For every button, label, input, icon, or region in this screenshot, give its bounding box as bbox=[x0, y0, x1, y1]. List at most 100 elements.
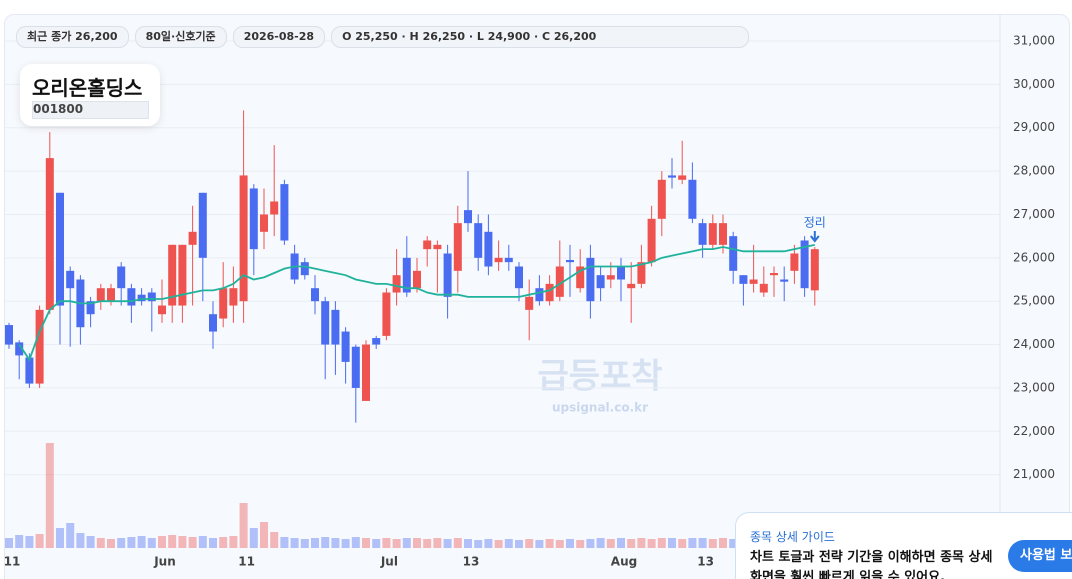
chip: 최근 종가 26,200 bbox=[16, 26, 129, 48]
volume-bar bbox=[576, 540, 585, 548]
guide-title: 종목 상세 가이드 bbox=[750, 530, 835, 544]
volume-bar bbox=[290, 538, 299, 548]
y-tick-label: 25,000 bbox=[1013, 294, 1055, 308]
candle-body bbox=[25, 357, 34, 384]
candle-body bbox=[107, 288, 115, 302]
volume-bar bbox=[586, 539, 595, 548]
candle-body bbox=[168, 244, 177, 306]
candle-body bbox=[627, 283, 636, 289]
candle-body bbox=[759, 283, 768, 293]
volume-bar bbox=[453, 538, 462, 548]
candle-body bbox=[790, 253, 799, 271]
volume-bar bbox=[504, 539, 513, 548]
volume-bar bbox=[545, 539, 554, 548]
candle-body bbox=[5, 325, 13, 345]
y-tick-label: 26,000 bbox=[1013, 250, 1055, 264]
volume-bar bbox=[137, 536, 146, 548]
candle-body bbox=[158, 305, 166, 315]
candle-body bbox=[198, 192, 207, 258]
guide-text: 화면을 훨씬 빠르게 읽을 수 있어요. bbox=[750, 570, 946, 579]
y-tick-label: 31,000 bbox=[1013, 34, 1055, 48]
candle-body bbox=[688, 179, 697, 219]
candle-body bbox=[178, 244, 187, 306]
y-tick-label: 23,000 bbox=[1013, 380, 1055, 394]
volume-bar bbox=[76, 533, 85, 548]
candle-body bbox=[229, 288, 238, 306]
candle-body bbox=[147, 292, 156, 302]
volume-bar bbox=[402, 538, 411, 548]
volume-bar bbox=[617, 538, 625, 548]
watermark-sub: upsignal.co.kr bbox=[552, 401, 648, 415]
volume-bar bbox=[147, 538, 156, 548]
candle-body bbox=[729, 236, 738, 271]
candle-body bbox=[698, 223, 707, 245]
chip: 80일·신호기준 bbox=[134, 26, 227, 48]
candle-body bbox=[402, 257, 411, 293]
volume-bar bbox=[311, 538, 319, 548]
candle-body bbox=[494, 257, 503, 263]
guide-button[interactable]: 사용법 보기 bbox=[1008, 540, 1072, 572]
candle-body bbox=[209, 314, 217, 332]
volume-bar bbox=[413, 538, 421, 548]
candle-body bbox=[708, 223, 717, 245]
candle-body bbox=[566, 260, 574, 263]
candle-body bbox=[668, 175, 676, 178]
candle-body bbox=[464, 210, 472, 224]
volume-bar bbox=[86, 536, 95, 548]
candle-body bbox=[617, 266, 625, 280]
volume-bar bbox=[433, 538, 442, 548]
candle-body bbox=[555, 266, 564, 297]
candle-body bbox=[260, 214, 268, 232]
volume-bar bbox=[249, 528, 258, 548]
volume-bar bbox=[341, 539, 350, 548]
candle-body bbox=[504, 257, 513, 263]
stock-code: 001800 bbox=[32, 101, 149, 119]
x-tick-label: 11 bbox=[4, 555, 21, 569]
volume-bar bbox=[423, 539, 432, 548]
x-tick-label: 11 bbox=[238, 555, 255, 569]
candle-body bbox=[413, 270, 421, 289]
watermark: 급등포착 bbox=[537, 357, 662, 397]
candle-body bbox=[117, 266, 126, 289]
y-tick-label: 30,000 bbox=[1013, 77, 1055, 91]
candle-body bbox=[96, 288, 105, 302]
candle-body bbox=[433, 244, 442, 250]
guide-text: 차트 토글과 전략 기간을 이해하면 종목 상세 bbox=[750, 550, 993, 565]
volume-bar bbox=[198, 536, 207, 548]
candle-body bbox=[280, 184, 289, 241]
x-tick-label: 13 bbox=[463, 555, 480, 569]
y-tick-label: 28,000 bbox=[1013, 164, 1055, 178]
volume-bar bbox=[494, 540, 503, 548]
volume-bar bbox=[362, 538, 370, 548]
candle-body bbox=[341, 331, 350, 362]
volume-bar bbox=[688, 538, 697, 548]
volume-bar bbox=[15, 535, 24, 548]
volume-bar bbox=[107, 539, 115, 548]
annotation: 정리 bbox=[804, 215, 826, 229]
volume-bar bbox=[382, 538, 391, 548]
annotation-arrow bbox=[810, 230, 820, 243]
volume-bar bbox=[168, 535, 177, 548]
volume-bar bbox=[280, 537, 289, 548]
candle-body bbox=[606, 275, 615, 280]
candle-body bbox=[321, 301, 330, 345]
candle-body bbox=[300, 262, 309, 276]
x-tick-label: Jul bbox=[380, 555, 398, 569]
volume-bar bbox=[474, 540, 483, 548]
volume-bar bbox=[158, 536, 166, 548]
candle-body bbox=[810, 249, 819, 291]
volume-bar bbox=[719, 538, 727, 548]
volume-bar bbox=[96, 538, 105, 548]
candle-body bbox=[372, 338, 381, 345]
candle-body bbox=[86, 301, 95, 315]
guide-popup: 종목 상세 가이드 차트 토글과 전략 기간을 이해하면 종목 상세 화면을 훨… bbox=[735, 512, 1072, 579]
candle-body bbox=[596, 275, 605, 289]
candle-body bbox=[66, 270, 75, 289]
volume-bar bbox=[219, 537, 228, 548]
volume-bar bbox=[127, 537, 136, 548]
volume-bar bbox=[729, 539, 738, 548]
y-tick-label: 29,000 bbox=[1013, 120, 1055, 134]
volume-bar bbox=[678, 539, 687, 548]
volume-bar bbox=[229, 536, 238, 548]
